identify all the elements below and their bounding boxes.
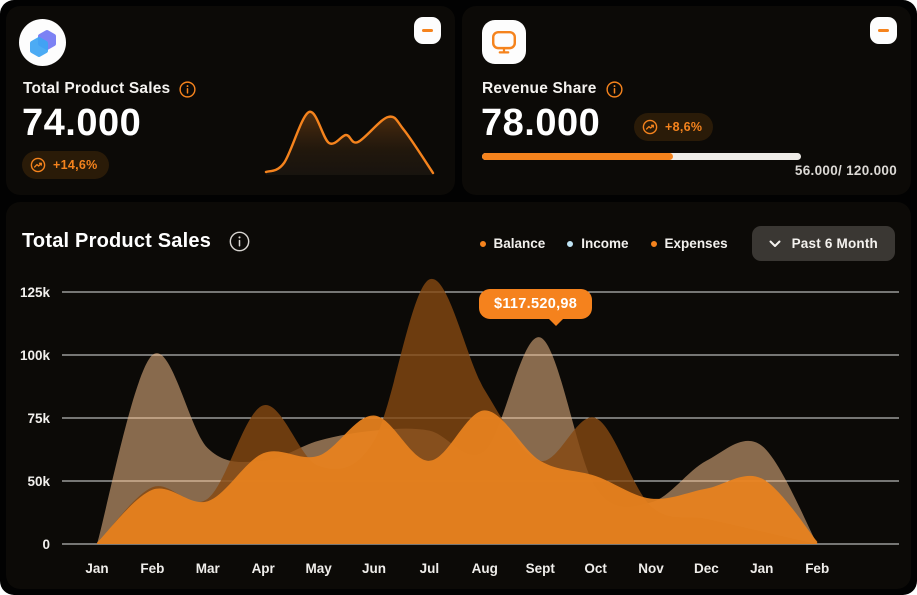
- x-axis-label: Feb: [805, 561, 829, 576]
- trend-up-icon: [30, 157, 46, 173]
- minus-icon: [878, 29, 889, 32]
- app-logo: [19, 19, 66, 66]
- y-axis-label: 0: [42, 537, 50, 552]
- monitor-icon: [482, 20, 526, 64]
- minimize-button[interactable]: [870, 17, 897, 44]
- legend-dot: [567, 240, 574, 247]
- change-badge: +14,6%: [22, 151, 109, 179]
- card-revenue-share: Revenue Share 78.000 +8,6% 56.000/ 120.0…: [462, 6, 911, 195]
- x-axis-label: Nov: [638, 561, 664, 576]
- y-axis-label: 75k: [27, 411, 50, 426]
- y-axis-label: 100k: [20, 348, 51, 363]
- legend-item-balance[interactable]: Balance: [479, 236, 546, 251]
- revenue-progress-bar: [482, 153, 801, 160]
- card-total-product-sales: Total Product Sales 74.000 +14,6%: [6, 6, 455, 195]
- y-axis-label: 125k: [20, 285, 51, 300]
- total-sales-value: 74.000: [22, 102, 142, 144]
- sparkline-line: [264, 110, 435, 175]
- x-axis-label: Jan: [750, 561, 773, 576]
- trend-up-icon: [642, 119, 658, 135]
- change-value: +8,6%: [665, 120, 703, 134]
- x-axis-label: Jul: [420, 561, 440, 576]
- x-axis-label: Jan: [85, 561, 108, 576]
- change-value: +14,6%: [53, 158, 98, 172]
- page-title: Total Product Sales: [22, 230, 212, 252]
- legend-label: Expenses: [664, 236, 728, 251]
- area-series-expenses: [97, 410, 818, 544]
- date-range-label: Past 6 Month: [791, 236, 878, 251]
- sales-sparkline-chart: [264, 110, 435, 175]
- date-range-dropdown[interactable]: Past 6 Month: [751, 226, 895, 261]
- info-icon[interactable]: [606, 80, 623, 98]
- x-axis-label: Apr: [252, 561, 276, 576]
- legend-item-expenses[interactable]: Expenses: [650, 236, 728, 251]
- chevron-down-icon: [769, 240, 781, 248]
- hexagons-logo-icon: [29, 29, 56, 57]
- minimize-button[interactable]: [414, 17, 441, 44]
- legend-dot: [650, 240, 657, 247]
- card-title: Total Product Sales: [23, 80, 171, 97]
- x-axis-label: Oct: [584, 561, 607, 576]
- change-badge: +8,6%: [634, 113, 714, 141]
- legend-dot: [479, 240, 486, 247]
- x-axis-label: Sept: [526, 561, 556, 576]
- progress-label: 56.000/ 120.000: [794, 163, 897, 178]
- chart-tooltip: $117.520,98: [479, 289, 593, 326]
- main-chart-panel: Total Product Sales Balance Income Expense…: [6, 202, 911, 589]
- card-title: Revenue Share: [482, 80, 597, 97]
- legend-item-income[interactable]: Income: [567, 236, 629, 251]
- minus-icon: [422, 29, 433, 32]
- x-axis-label: May: [305, 561, 332, 576]
- revenue-share-value: 78.000: [481, 102, 601, 144]
- progress-fill: [482, 153, 674, 160]
- info-icon[interactable]: [229, 231, 250, 252]
- legend-label: Balance: [493, 236, 546, 251]
- x-axis-label: Dec: [694, 561, 719, 576]
- chart-legend: Balance Income Expenses: [479, 236, 728, 251]
- x-axis-label: Jun: [362, 561, 386, 576]
- info-icon[interactable]: [179, 80, 196, 98]
- legend-label: Income: [581, 236, 629, 251]
- y-axis-label: 50k: [27, 474, 50, 489]
- x-axis-label: Feb: [140, 561, 164, 576]
- x-axis-label: Mar: [196, 561, 221, 576]
- main-chart[interactable]: 0 50k 75k 100k 125k Jan Feb Mar Apr May Jun Jul Aug S…: [6, 202, 911, 589]
- sparkline-area: [266, 111, 433, 175]
- x-axis-label: Aug: [472, 561, 498, 576]
